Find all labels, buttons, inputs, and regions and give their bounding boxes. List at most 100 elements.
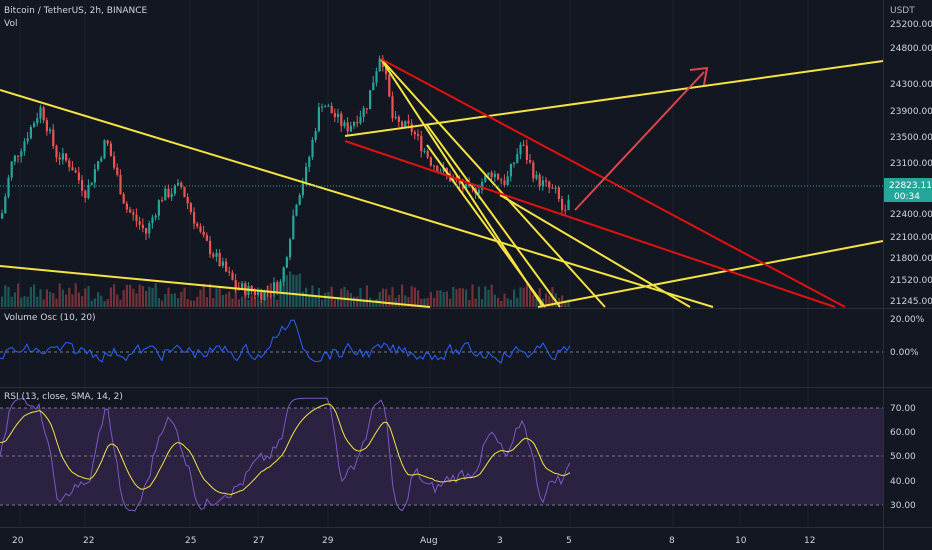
candle[interactable] bbox=[285, 255, 288, 269]
candle[interactable] bbox=[388, 74, 391, 98]
candle[interactable] bbox=[538, 172, 541, 191]
candle[interactable] bbox=[145, 227, 148, 240]
candle[interactable] bbox=[26, 131, 29, 145]
candle[interactable] bbox=[567, 194, 570, 211]
candle[interactable] bbox=[90, 182, 93, 186]
trendline-drawings[interactable] bbox=[0, 58, 884, 308]
candle[interactable] bbox=[36, 112, 39, 127]
candle[interactable] bbox=[365, 108, 368, 114]
candle[interactable] bbox=[324, 104, 327, 108]
candle[interactable] bbox=[391, 91, 394, 122]
candle[interactable] bbox=[202, 225, 205, 238]
candle[interactable] bbox=[433, 164, 436, 171]
candle[interactable] bbox=[97, 160, 100, 172]
candle[interactable] bbox=[113, 151, 116, 170]
candle[interactable] bbox=[535, 171, 538, 181]
candle[interactable] bbox=[129, 206, 132, 214]
candle[interactable] bbox=[122, 192, 125, 204]
candle[interactable] bbox=[413, 129, 416, 140]
candle[interactable] bbox=[356, 115, 359, 128]
candle[interactable] bbox=[298, 193, 301, 206]
candle[interactable] bbox=[257, 287, 260, 299]
candle[interactable] bbox=[125, 201, 128, 213]
candle[interactable] bbox=[161, 196, 164, 203]
candle[interactable] bbox=[311, 137, 314, 161]
candle[interactable] bbox=[13, 154, 16, 166]
candle[interactable] bbox=[337, 108, 340, 124]
candle[interactable] bbox=[522, 140, 525, 147]
candle[interactable] bbox=[333, 108, 336, 122]
candle[interactable] bbox=[141, 218, 144, 233]
candle[interactable] bbox=[167, 184, 170, 199]
candle[interactable] bbox=[378, 55, 381, 72]
candle[interactable] bbox=[23, 137, 26, 156]
candle[interactable] bbox=[330, 102, 333, 114]
candle[interactable] bbox=[548, 180, 551, 194]
candle[interactable] bbox=[525, 139, 528, 165]
candle[interactable] bbox=[109, 140, 112, 157]
candle[interactable] bbox=[420, 130, 423, 158]
candle[interactable] bbox=[359, 110, 362, 125]
candle[interactable] bbox=[4, 193, 7, 214]
candle[interactable] bbox=[93, 163, 96, 189]
candle[interactable] bbox=[71, 160, 74, 171]
candle[interactable] bbox=[529, 154, 532, 164]
candle[interactable] bbox=[541, 175, 544, 191]
candle[interactable] bbox=[423, 148, 426, 154]
candle[interactable] bbox=[516, 148, 519, 164]
candle[interactable] bbox=[564, 204, 567, 217]
candle[interactable] bbox=[84, 189, 87, 203]
candle[interactable] bbox=[497, 173, 500, 181]
candle[interactable] bbox=[346, 117, 349, 136]
candle[interactable] bbox=[282, 266, 285, 286]
candle[interactable] bbox=[513, 161, 516, 168]
candle[interactable] bbox=[61, 147, 64, 165]
candle[interactable] bbox=[65, 153, 68, 163]
candle[interactable] bbox=[33, 121, 36, 128]
candle[interactable] bbox=[199, 223, 202, 234]
candle[interactable] bbox=[231, 270, 234, 281]
candle[interactable] bbox=[87, 179, 90, 200]
candle[interactable] bbox=[551, 184, 554, 189]
candle[interactable] bbox=[343, 119, 346, 129]
candle[interactable] bbox=[340, 111, 343, 132]
candle[interactable] bbox=[218, 249, 221, 267]
candle[interactable] bbox=[487, 172, 490, 177]
candle[interactable] bbox=[215, 249, 218, 262]
candle[interactable] bbox=[362, 105, 365, 123]
candle[interactable] bbox=[209, 236, 212, 258]
candle[interactable] bbox=[180, 181, 183, 190]
candle[interactable] bbox=[119, 169, 122, 195]
candle[interactable] bbox=[493, 170, 496, 183]
candle[interactable] bbox=[314, 127, 317, 143]
candle[interactable] bbox=[151, 214, 154, 229]
candle[interactable] bbox=[39, 104, 42, 124]
candle[interactable] bbox=[164, 185, 167, 201]
candle[interactable] bbox=[429, 156, 432, 168]
candle[interactable] bbox=[545, 177, 548, 187]
candle[interactable] bbox=[321, 103, 324, 113]
candle[interactable] bbox=[369, 90, 372, 110]
volume-indicator-label[interactable]: Vol bbox=[4, 19, 18, 29]
candle[interactable] bbox=[186, 193, 189, 210]
candle[interactable] bbox=[557, 185, 560, 202]
candle[interactable] bbox=[106, 139, 109, 147]
candle[interactable] bbox=[417, 129, 420, 141]
candle[interactable] bbox=[500, 177, 503, 185]
candle[interactable] bbox=[132, 209, 135, 221]
candle[interactable] bbox=[221, 257, 224, 269]
candle[interactable] bbox=[148, 220, 151, 239]
candle[interactable] bbox=[289, 237, 292, 261]
candle[interactable] bbox=[519, 142, 522, 160]
candle[interactable] bbox=[116, 163, 119, 177]
candle[interactable] bbox=[177, 179, 180, 186]
candle[interactable] bbox=[55, 144, 58, 163]
candle[interactable] bbox=[212, 251, 215, 259]
candle[interactable] bbox=[394, 111, 397, 120]
candle[interactable] bbox=[292, 209, 295, 240]
candle[interactable] bbox=[138, 216, 141, 230]
candle[interactable] bbox=[397, 114, 400, 127]
candle[interactable] bbox=[17, 155, 20, 163]
candle[interactable] bbox=[103, 139, 106, 160]
